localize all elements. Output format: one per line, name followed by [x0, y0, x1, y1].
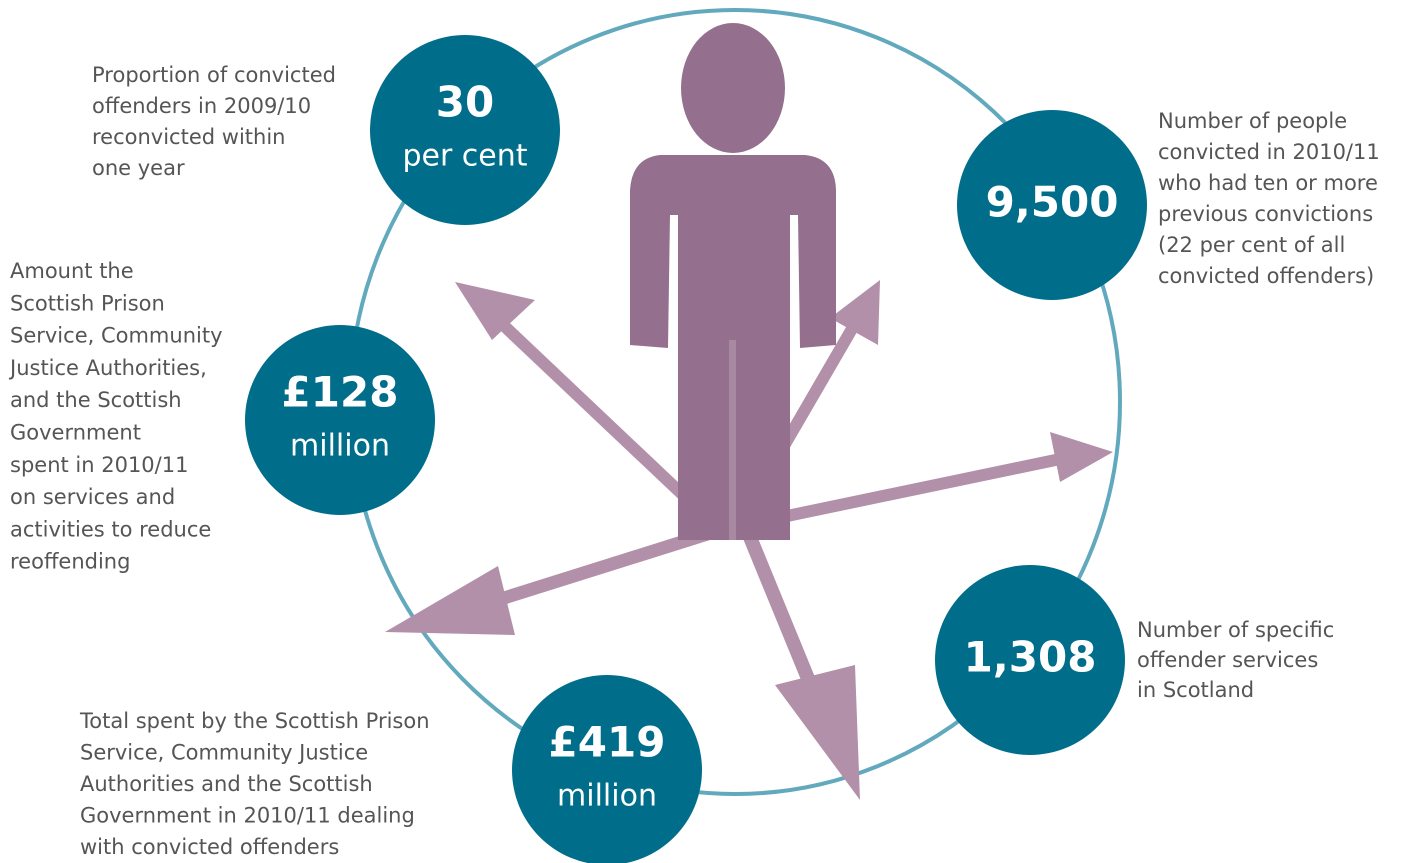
stat-description: Number of specific [1137, 618, 1334, 642]
stat-description: one year [92, 156, 185, 180]
arrow-head [1050, 432, 1113, 482]
arrow-head [830, 280, 880, 345]
stat-description: Government in 2010/11 dealing [80, 804, 415, 828]
stat-value: £128 [282, 368, 399, 417]
stat-description: and the Scottish [10, 388, 182, 412]
stat-description: Government [10, 421, 141, 445]
stat-description: previous convictions [1158, 202, 1373, 226]
stat-unit: per cent [402, 139, 527, 174]
arrow-head [385, 566, 515, 635]
stat-description: convicted offenders) [1158, 264, 1374, 288]
stat-description: on services and [10, 485, 175, 509]
items: 30 per cent Proportion of convicted offende… [8, 35, 1380, 863]
stat-circle [957, 110, 1147, 300]
stat-value: £419 [549, 718, 666, 767]
stat-description: Service, Community [10, 324, 223, 348]
stat-description: offender services [1137, 648, 1318, 672]
stat-description: with convicted offenders [80, 835, 339, 859]
stat-unit: million [557, 779, 657, 814]
stat-circle [512, 675, 702, 863]
arrow-head [775, 665, 860, 800]
stat-description: Proportion of convicted [92, 63, 336, 87]
person-figure [630, 23, 836, 540]
arrow-head [455, 282, 535, 340]
stat-description: Justice Authorities, [8, 356, 207, 380]
stat-description: reoffending [10, 550, 130, 574]
stat-circle [245, 325, 435, 515]
stat-description: (22 per cent of all [1158, 233, 1345, 257]
stat-description: convicted in 2010/11 [1158, 140, 1380, 164]
stat-description: Scottish Prison [10, 291, 165, 315]
stat-circle [370, 35, 560, 225]
stat-description: Number of people [1158, 109, 1347, 133]
stat-value: 9,500 [986, 178, 1119, 227]
stat-description: Amount the [10, 259, 134, 283]
stat-description: Service, Community Justice [80, 741, 368, 765]
stat-description: in Scotland [1137, 678, 1254, 702]
stat-value: 1,308 [964, 633, 1097, 682]
head [681, 23, 785, 153]
stat-circle [935, 565, 1125, 755]
leg-gap [729, 340, 736, 540]
stat-description: Authorities and the Scottish [80, 772, 373, 796]
stat-description: activities to reduce [10, 517, 211, 541]
stat-description: spent in 2010/11 [10, 453, 188, 477]
stat-description: offenders in 2009/10 [92, 94, 311, 118]
stat-description: Total spent by the Scottish Prison [79, 709, 430, 733]
stat-value: 30 [436, 78, 494, 127]
stat-description: who had ten or more [1158, 171, 1378, 195]
stat-description: reconvicted within [92, 125, 285, 149]
stat-unit: million [290, 429, 390, 464]
